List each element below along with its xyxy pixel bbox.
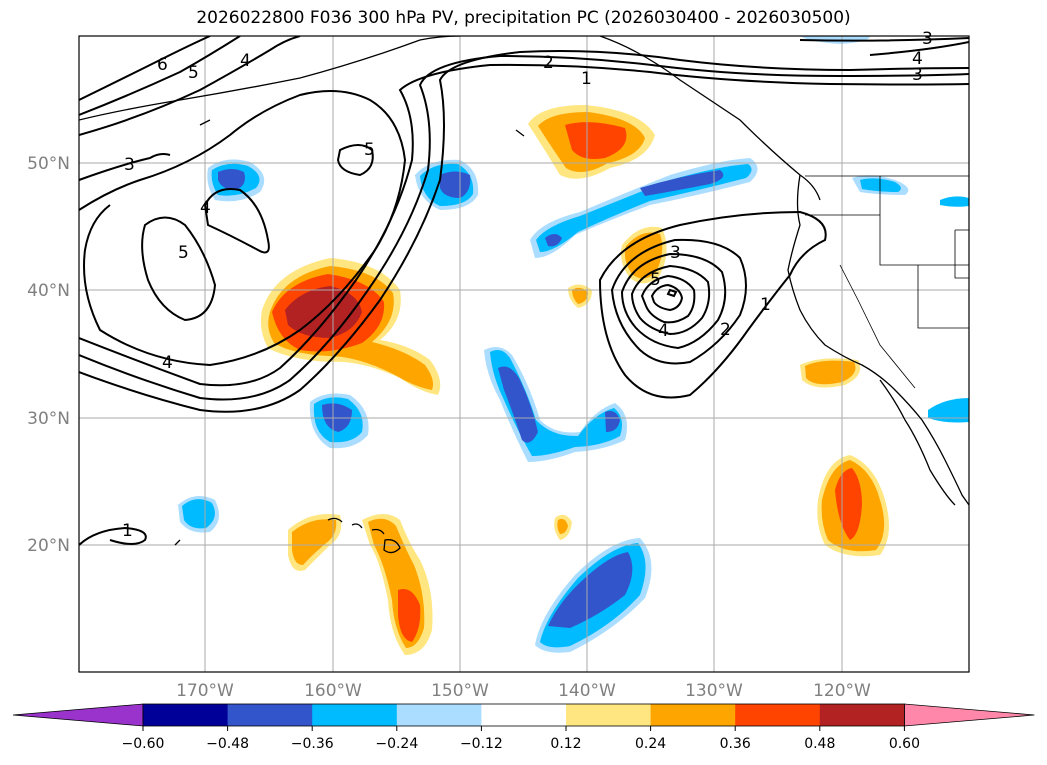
colorbar-tick-label: −0.36: [291, 736, 334, 752]
precip-blob-baja: [817, 455, 889, 557]
colorbar-tick-label: 0.12: [550, 736, 581, 752]
lon-label-160w: 160°W: [304, 681, 362, 701]
lon-label-130w: 130°W: [685, 681, 743, 701]
colorbar-segment: [312, 704, 398, 726]
gridlines: [79, 36, 969, 672]
pv-low-ring-2: [610, 238, 747, 365]
colorbar-segment: [650, 704, 736, 726]
pv-label: 2: [543, 53, 554, 73]
pv-contour-3-top: [79, 153, 171, 181]
pv-label: 5: [188, 63, 199, 83]
precip-anomaly-field: [178, 36, 969, 655]
lat-label-30n: 30°N: [27, 409, 70, 429]
pv-label: 3: [922, 29, 933, 49]
colorbar-tick-label: −0.60: [122, 736, 165, 752]
colorbar-segment: [396, 704, 482, 726]
colorbar-segment: [735, 704, 821, 726]
colorbar: −0.60 −0.48 −0.36 −0.24 −0.12 0.12 0.24 0.36 0.4…: [12, 703, 1035, 752]
pv-label: 1: [760, 295, 771, 315]
lat-label-50n: 50°N: [27, 154, 70, 174]
pv-contour-4-west: [79, 90, 407, 367]
pv-contour-4-top: [79, 36, 301, 136]
pv-label: 1: [581, 69, 592, 89]
precip-blob-gulf-alaska: [528, 105, 655, 179]
pv-low-ring-4: [630, 264, 711, 336]
pv-contour-4-inner: [203, 188, 270, 254]
colorbar-frame: [142, 703, 905, 727]
pv-label: 5: [364, 140, 375, 160]
colorbar-segment: [481, 704, 567, 726]
pv-label: 3: [124, 155, 135, 175]
pv-label: 5: [650, 270, 661, 290]
lon-labels: 170°W 160°W 150°W 140°W 130°W 120°W: [176, 681, 871, 701]
colorbar-tick-label: 0.24: [635, 736, 666, 752]
pv-contour-outer-2: [79, 54, 969, 401]
pv-label: 6: [157, 55, 168, 75]
coast-baja: [879, 379, 956, 506]
pv-contour-outer-3: [79, 63, 969, 387]
pv-labels: 6 5 4 3 2 1 5 4 5 3 4 4 3 5 3 4 2 1 1: [122, 29, 933, 541]
pv-label: 4: [240, 51, 251, 71]
precip-blob-small: [554, 284, 592, 540]
coast-north-america: [787, 174, 969, 506]
colorbar-extend-high: [904, 703, 1035, 727]
colorbar-tick-label: −0.48: [206, 736, 249, 752]
colorbar-segment: [819, 704, 905, 726]
pv-label: 4: [912, 49, 923, 69]
lon-label-140w: 140°W: [558, 681, 616, 701]
border-states: [805, 176, 969, 389]
precip-blob-california: [800, 358, 861, 388]
pv-contour-5-west: [141, 216, 217, 322]
pv-contour-5-inner: [336, 144, 374, 177]
colorbar-tick-label: 0.36: [720, 736, 751, 752]
colorbar-tick-label: 0.48: [804, 736, 835, 752]
coast-islands-hawaii: [327, 517, 401, 554]
pv-label: 4: [162, 353, 173, 373]
pv-contour-5-top: [79, 36, 241, 116]
lon-label-170w: 170°W: [176, 681, 234, 701]
lon-label-150w: 150°W: [431, 681, 489, 701]
coast-alaska: [79, 36, 821, 201]
lon-label-120w: 120°W: [813, 681, 871, 701]
lat-labels: 50°N 40°N 30°N 20°N: [27, 154, 70, 556]
precip-blob-central-pacific: [260, 258, 441, 395]
pv-low-ring-5: [640, 274, 696, 324]
pv-contour-6: [79, 36, 211, 101]
colorbar-tick-label: 0.60: [889, 736, 920, 752]
map-frame: [78, 35, 970, 673]
pv-label: 4: [200, 198, 211, 218]
coastlines: [79, 36, 969, 554]
pv-low-ring-3: [620, 252, 727, 350]
colorbar-extend-low: [12, 703, 144, 727]
colorbar-tick-label: −0.24: [375, 736, 418, 752]
map-title: 2026022800 F036 300 hPa PV, precipitatio…: [196, 8, 851, 28]
precip-blob-hawaii: [288, 514, 433, 655]
pv-label: 4: [658, 321, 669, 341]
pv-low-ring-6: [650, 283, 684, 312]
colorbar-segment: [143, 704, 229, 726]
pv-low-center: [666, 288, 678, 298]
colorbar-segment: [566, 704, 652, 726]
pv-label: 2: [720, 320, 731, 340]
borders: [805, 175, 969, 389]
coast-islands-small: [174, 119, 525, 546]
pv-label: 5: [178, 243, 189, 263]
pv-contours: [79, 36, 969, 546]
lat-label-20n: 20°N: [27, 536, 70, 556]
colorbar-segment: [227, 704, 313, 726]
pv-label: 1: [122, 521, 133, 541]
pv-label: 3: [912, 65, 923, 85]
pv-contour-1-south: [79, 526, 147, 546]
colorbar-tick-label: −0.12: [460, 736, 503, 752]
pv-contour-top-right: [799, 37, 969, 56]
pv-low-ring-1: [598, 210, 827, 399]
pv-label: 3: [670, 243, 681, 263]
lat-label-40n: 40°N: [27, 281, 70, 301]
pv-contour-outer-1: [79, 50, 969, 413]
